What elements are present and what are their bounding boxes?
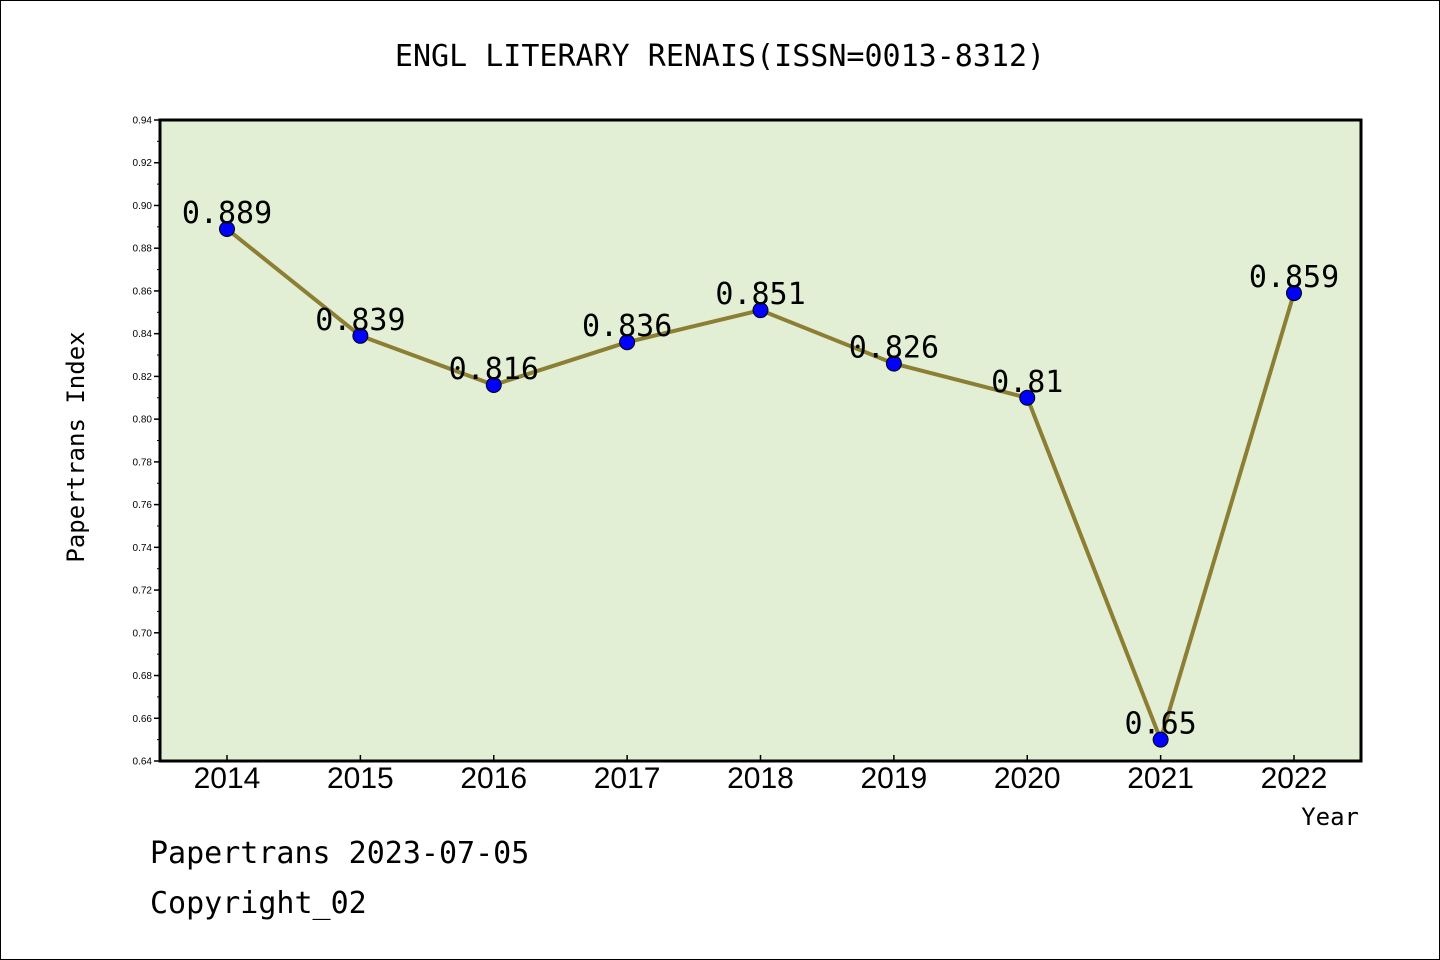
data-points <box>219 220 1302 748</box>
data-point <box>352 327 369 344</box>
data-point <box>1286 285 1302 302</box>
data-label: 0.826 <box>849 331 939 366</box>
data-point <box>219 220 235 237</box>
x-tick-label: 2017 <box>594 762 661 795</box>
x-tick-label: 2022 <box>1261 762 1328 795</box>
x-tick-label: 2019 <box>861 762 928 795</box>
y-tick-label: 0.70 <box>133 628 153 639</box>
data-point <box>1152 731 1169 748</box>
y-tick-label: 0.74 <box>133 543 153 554</box>
data-point <box>619 334 636 351</box>
y-tick-label: 0.94 <box>133 116 153 127</box>
y-tick-label: 0.64 <box>133 757 153 768</box>
x-tick-label: 2016 <box>460 762 527 795</box>
y-tick-label: 0.66 <box>133 714 153 725</box>
data-point <box>485 376 502 393</box>
y-tick-label: 0.76 <box>133 500 153 511</box>
data-label: 0.81 <box>991 365 1063 400</box>
data-point <box>885 355 902 372</box>
x-tick-label: 2014 <box>194 762 261 795</box>
x-axis-label: Year <box>1301 803 1359 831</box>
y-tick-label: 0.86 <box>133 286 153 297</box>
footer-copyright: Copyright_02 <box>150 886 367 921</box>
x-tick-label: 2020 <box>994 762 1061 795</box>
y-tick-label: 0.84 <box>133 329 153 340</box>
data-label: 0.65 <box>1125 707 1197 742</box>
y-tick-label: 0.90 <box>133 201 153 212</box>
y-tick-label: 0.82 <box>133 372 153 383</box>
x-axis: 2014 2015 2016 2017 2018 2019 2020 2021 2022 <box>194 755 1328 795</box>
data-label: 0.816 <box>449 352 539 387</box>
data-label: 0.836 <box>582 309 672 344</box>
x-tick-label: 2015 <box>327 762 394 795</box>
y-axis: 0.64 0.66 0.68 0.70 0.72 0.74 0.76 0.78 0.80 0.82… <box>133 116 160 768</box>
data-label: 0.839 <box>315 303 405 338</box>
y-axis-label: Papertrans Index <box>62 331 90 562</box>
plot-area <box>158 118 1363 763</box>
y-tick-label: 0.92 <box>133 158 153 169</box>
data-point <box>752 302 769 319</box>
x-tick-label: 2018 <box>727 762 794 795</box>
x-tick-label: 2021 <box>1127 762 1194 795</box>
y-tick-label: 0.72 <box>133 586 153 597</box>
y-tick-label: 0.88 <box>133 244 153 255</box>
data-label: 0.851 <box>715 277 805 312</box>
y-tick-label: 0.68 <box>133 671 153 682</box>
data-point <box>1019 389 1036 406</box>
chart-title: ENGL LITERARY RENAIS(ISSN=0013-8312) <box>395 39 1045 74</box>
footer-source-date: Papertrans 2023-07-05 <box>150 836 530 871</box>
data-label: 0.859 <box>1249 260 1339 295</box>
y-tick-label: 0.80 <box>133 415 153 426</box>
data-labels: 0.889 0.839 0.816 0.836 0.851 0.826 0.81 0.65 0.… <box>182 196 1339 742</box>
data-label: 0.889 <box>182 196 272 231</box>
y-tick-label: 0.78 <box>133 457 153 468</box>
